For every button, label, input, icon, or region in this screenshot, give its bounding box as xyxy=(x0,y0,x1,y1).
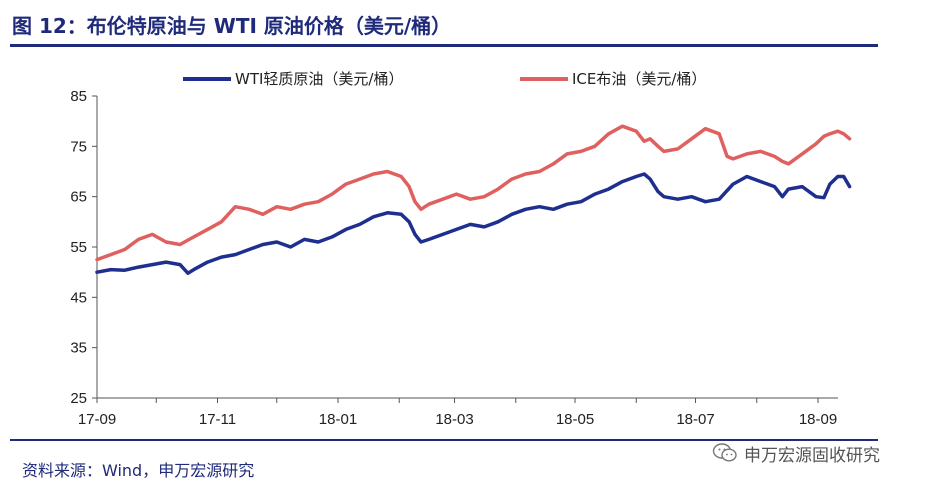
chart-legend: WTI轻质原油（美元/桶） ICE布油（美元/桶） xyxy=(183,70,706,88)
chart-series xyxy=(95,124,852,275)
footer-rule xyxy=(10,439,878,441)
figure-title: 图 12：布伦特原油与 WTI 原油价格（美元/桶） xyxy=(12,14,452,38)
y-tick-label: 75 xyxy=(70,138,87,155)
title-underline xyxy=(10,44,878,47)
source-note: 资料来源：Wind，申万宏源研究 xyxy=(22,461,255,480)
y-tick-label: 65 xyxy=(70,189,87,206)
x-tick-label: 18-01 xyxy=(319,411,357,428)
chart-axes: 25 35 45 55 65 75 85 17-09 17-11 18-01 18-03 18-05 1… xyxy=(70,88,838,428)
series-line-1 xyxy=(95,124,852,262)
legend-label-1: ICE布油（美元/桶） xyxy=(572,70,706,88)
y-tick-label: 55 xyxy=(70,239,87,256)
y-tick-label: 35 xyxy=(70,340,87,357)
x-tick-label: 17-09 xyxy=(78,411,116,428)
legend-label-0: WTI轻质原油（美元/桶） xyxy=(235,70,403,88)
wechat-icon xyxy=(712,443,737,462)
oil-price-chart: 25 35 45 55 65 75 85 17-09 17-11 18-01 18-03 18-05 1… xyxy=(70,70,852,428)
x-tick-label: 18-05 xyxy=(556,411,594,428)
y-tick-label: 25 xyxy=(70,390,87,407)
y-tick-label: 45 xyxy=(70,289,87,306)
watermark: 申万宏源固收研究 xyxy=(712,441,880,466)
y-tick-label: 85 xyxy=(70,88,87,105)
x-tick-label: 17-11 xyxy=(199,411,236,428)
watermark-text: 申万宏源固收研究 xyxy=(744,445,880,466)
series-line-0 xyxy=(95,172,852,275)
x-tick-label: 18-07 xyxy=(676,411,714,428)
x-tick-label: 18-09 xyxy=(799,411,837,428)
x-tick-label: 18-03 xyxy=(435,411,473,428)
